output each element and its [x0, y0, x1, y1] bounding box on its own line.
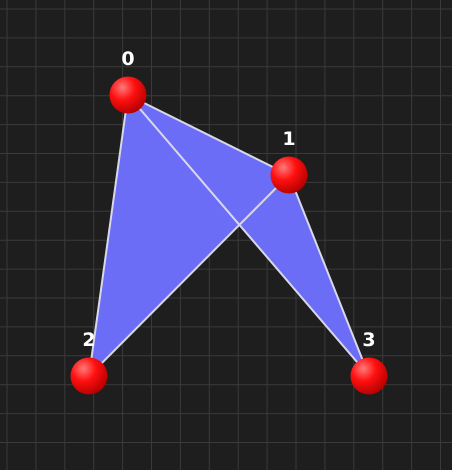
edge-0-2 [88, 94, 129, 377]
edge-0-3 [127, 94, 370, 377]
vertex-0[interactable]: 0 [109, 48, 147, 114]
polygon-vertices[interactable]: 0 1 2 3 [70, 48, 388, 395]
vertex-3-handle[interactable] [350, 357, 388, 395]
vertex-1-handle[interactable] [270, 156, 308, 194]
polygon-edges [88, 94, 370, 377]
vertex-2[interactable]: 2 [70, 329, 108, 395]
vertex-1[interactable]: 1 [270, 128, 308, 194]
vertex-1-label: 1 [282, 128, 295, 150]
vertex-2-label: 2 [82, 329, 95, 351]
vertex-2-handle[interactable] [70, 357, 108, 395]
vertex-3-label: 3 [362, 329, 375, 351]
vertex-3[interactable]: 3 [350, 329, 388, 395]
edge-1-3 [288, 174, 370, 377]
vertex-0-handle[interactable] [109, 76, 147, 114]
edge-1-2 [88, 174, 290, 377]
vertex-0-label: 0 [121, 48, 134, 70]
edge-0-1 [127, 94, 290, 176]
